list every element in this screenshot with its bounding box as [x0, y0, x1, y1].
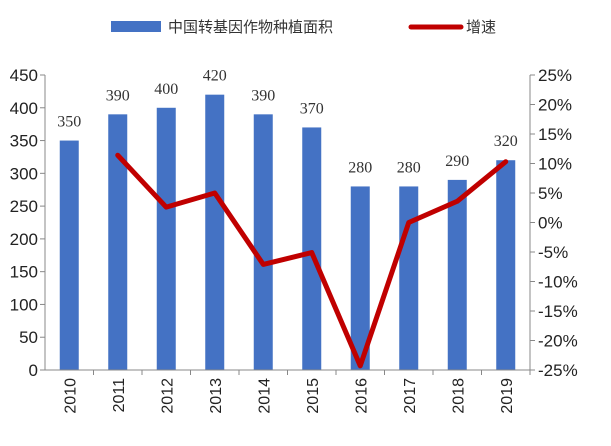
right-tick-label: 25%: [538, 66, 572, 85]
right-tick-label: 10%: [538, 155, 572, 174]
bar-value-label: 370: [300, 100, 324, 117]
legend-bar-swatch: [111, 21, 161, 32]
right-tick-label: -15%: [538, 302, 578, 321]
right-tick-label: 5%: [538, 184, 563, 203]
bar: [60, 141, 79, 370]
x-tick-label: 2015: [305, 378, 322, 414]
bar-value-label: 400: [154, 81, 178, 98]
bar: [302, 127, 321, 370]
bar-value-label: 320: [494, 133, 518, 150]
x-tick-label: 2014: [256, 378, 273, 414]
left-tick-label: 400: [10, 99, 38, 118]
bar: [205, 95, 224, 370]
x-tick-label: 2019: [499, 378, 516, 414]
bar-value-label: 350: [57, 114, 81, 131]
legend-line-label: 增速: [466, 18, 496, 36]
right-tick-label: 15%: [538, 125, 572, 144]
bar: [399, 186, 418, 370]
left-tick-label: 100: [10, 295, 38, 314]
bar: [157, 108, 176, 370]
left-tick-label: 200: [10, 230, 38, 249]
right-tick-label: 0%: [538, 214, 563, 233]
bar: [496, 160, 515, 370]
left-tick-label: 150: [10, 263, 38, 282]
legend: 中国转基因作物种植面积 增速: [111, 18, 496, 36]
bar: [254, 114, 273, 370]
left-tick-label: 350: [10, 132, 38, 151]
bar-value-label: 280: [397, 159, 421, 176]
x-tick-label: 2013: [208, 378, 225, 414]
left-tick-label: 300: [10, 164, 38, 183]
right-tick-label: -10%: [538, 273, 578, 292]
bar-value-label: 280: [348, 159, 372, 176]
bar: [448, 180, 467, 370]
bar-value-label: 290: [445, 153, 469, 170]
bar: [108, 114, 127, 370]
right-tick-label: -20%: [538, 332, 578, 351]
right-tick-label: 20%: [538, 96, 572, 115]
bar-value-label: 390: [251, 87, 275, 104]
x-tick-label: 2012: [159, 378, 176, 414]
x-tick-label: 2011: [111, 378, 128, 413]
legend-bar-label: 中国转基因作物种植面积: [168, 18, 333, 36]
bar-value-label: 390: [106, 87, 130, 104]
left-tick-label: 450: [10, 66, 38, 85]
left-tick-label: 50: [19, 328, 38, 347]
right-tick-label: -25%: [538, 361, 578, 380]
x-tick-label: 2017: [402, 378, 419, 414]
left-tick-label: 250: [10, 197, 38, 216]
right-tick-label: -5%: [538, 243, 568, 262]
x-tick-label: 2010: [62, 378, 79, 414]
left-tick-label: 0: [29, 361, 38, 380]
x-tick-label: 2016: [353, 378, 370, 414]
x-tick-label: 2018: [450, 378, 467, 414]
bar-value-label: 420: [203, 68, 227, 85]
